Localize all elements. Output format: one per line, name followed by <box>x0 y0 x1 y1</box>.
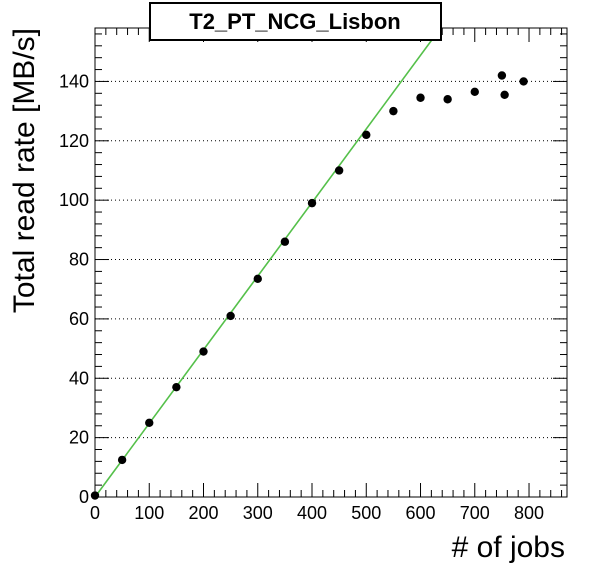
y-axis-ticks <box>95 33 567 498</box>
x-tick-label: 300 <box>243 503 273 523</box>
data-point <box>280 237 290 246</box>
x-tick-label: 100 <box>134 503 164 523</box>
horizontal-gridlines <box>95 80 567 439</box>
data-point <box>362 130 371 140</box>
title-box-border <box>149 2 442 41</box>
x-tick-label: 700 <box>460 503 490 523</box>
x-axis-title: # of jobs <box>452 531 565 564</box>
data-point <box>307 198 317 208</box>
title-box: T2_PT_NCG_Lisbon <box>149 2 442 41</box>
data-point <box>226 311 235 321</box>
data-point <box>117 455 127 465</box>
data-point <box>253 274 262 284</box>
x-tick-label: 600 <box>405 503 435 523</box>
x-tick-labels: 0 100 200 300 400 500 600 700 800 <box>90 503 544 523</box>
y-tick-label: 0 <box>79 487 89 507</box>
data-point <box>497 71 507 80</box>
x-tick-label: 400 <box>297 503 327 523</box>
x-tick-label: 0 <box>90 503 100 523</box>
linear-fit-line <box>94 36 435 498</box>
y-tick-label: 40 <box>69 368 89 388</box>
x-axis-ticks <box>94 28 563 497</box>
x-tick-label: 800 <box>514 503 544 523</box>
y-tick-label: 120 <box>59 131 89 151</box>
y-tick-label: 100 <box>59 190 89 210</box>
x-tick-label: 500 <box>351 503 381 523</box>
plot-frame <box>94 27 568 498</box>
y-tick-label: 20 <box>69 428 89 448</box>
linear-fit-line-group <box>94 36 435 498</box>
data-point <box>389 106 398 116</box>
y-tick-label: 80 <box>69 250 89 270</box>
data-point <box>500 90 509 99</box>
y-tick-label: 140 <box>59 71 89 91</box>
data-point <box>470 87 479 97</box>
data-point <box>199 347 208 356</box>
y-tick-labels: 0 20 40 60 80 100 120 140 <box>59 71 89 507</box>
data-point <box>416 93 425 102</box>
data-point <box>519 77 528 86</box>
chart-title: T2_PT_NCG_Lisbon <box>189 9 400 34</box>
data-points <box>90 71 528 500</box>
data-point <box>334 166 344 175</box>
data-point <box>145 418 154 427</box>
data-point <box>172 382 181 392</box>
y-tick-label: 60 <box>69 309 89 329</box>
x-tick-label: 200 <box>188 503 218 523</box>
data-point <box>443 95 452 104</box>
y-axis-title: Total read rate [MB/s] <box>8 28 41 313</box>
